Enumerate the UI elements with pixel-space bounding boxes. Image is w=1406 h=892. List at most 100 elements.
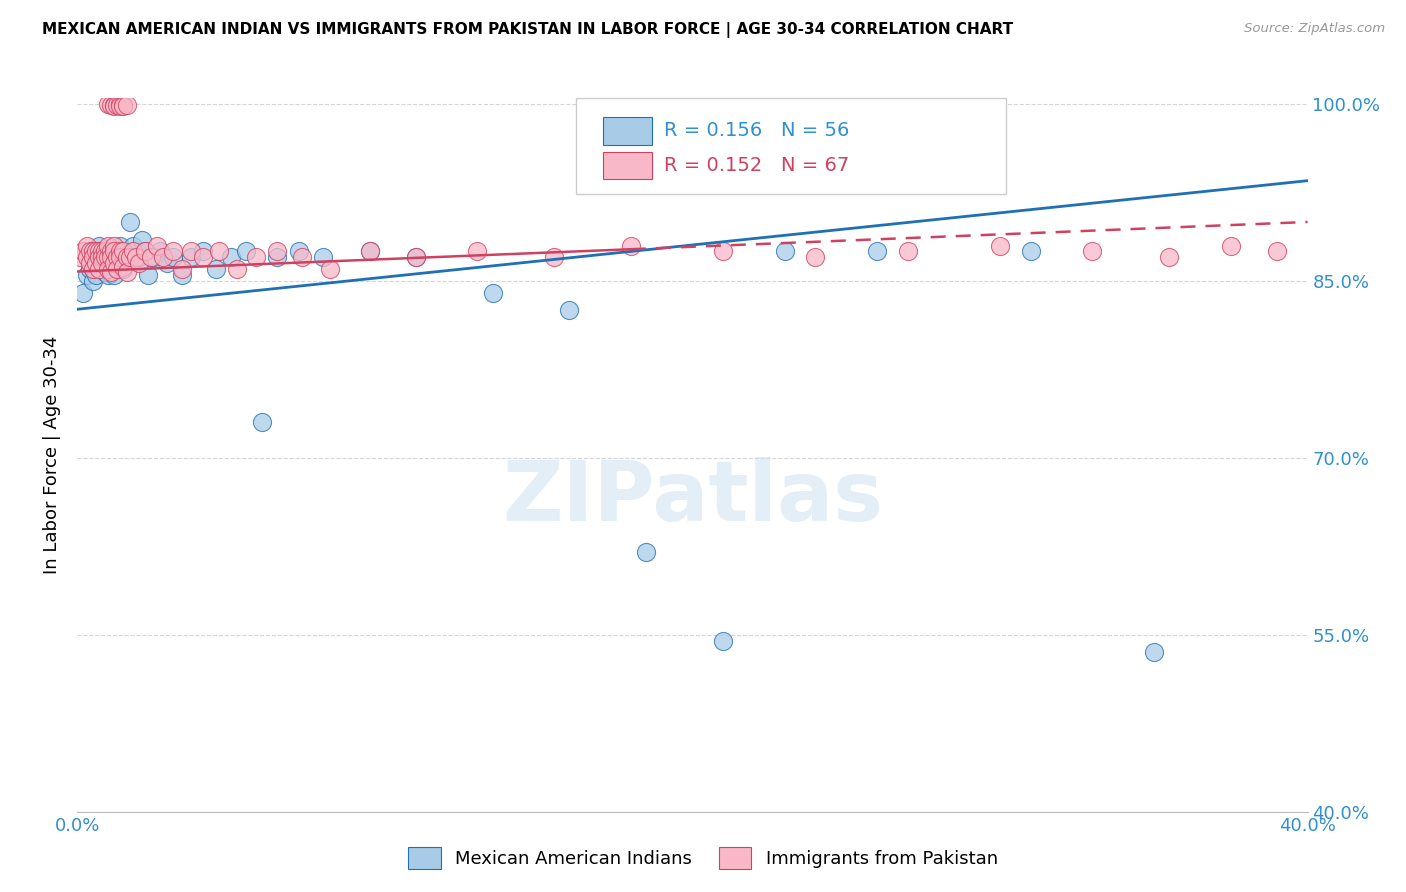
Point: [82, 244, 104, 259]
Point: [804, 251, 827, 265]
Point: [76, 251, 98, 265]
Point: [235, 244, 257, 259]
Point: [79, 251, 101, 265]
Point: [193, 251, 215, 265]
Point: [84, 251, 107, 265]
Point: [146, 238, 169, 252]
Point: [162, 244, 184, 259]
Point: [204, 262, 226, 277]
Point: [84, 244, 107, 259]
Point: [118, 215, 141, 229]
Point: [87, 262, 110, 277]
Point: [1159, 251, 1181, 265]
Point: [79, 244, 101, 259]
Point: [76, 268, 98, 282]
Point: [87, 251, 110, 265]
Point: [72, 244, 94, 259]
Point: [110, 99, 132, 113]
Point: [131, 233, 153, 247]
Point: [72, 285, 94, 300]
Point: [105, 251, 128, 265]
Point: [359, 244, 381, 259]
Point: [112, 99, 135, 113]
Point: [711, 244, 734, 259]
Point: [897, 244, 920, 259]
Point: [112, 98, 135, 112]
Point: [250, 416, 273, 430]
Point: [105, 251, 128, 265]
Point: [90, 256, 114, 270]
Point: [97, 251, 120, 265]
Point: [110, 97, 132, 112]
Point: [1219, 238, 1241, 252]
Point: [170, 262, 193, 277]
Point: [112, 262, 135, 277]
Point: [90, 262, 114, 277]
Point: [94, 264, 117, 278]
Point: [1019, 244, 1042, 259]
Point: [79, 262, 101, 277]
Point: [115, 251, 138, 265]
Point: [711, 633, 734, 648]
Point: [100, 262, 122, 277]
Point: [87, 238, 110, 252]
Point: [155, 256, 177, 270]
Point: [100, 98, 122, 112]
Point: [115, 98, 138, 112]
Point: [1265, 244, 1288, 259]
Point: [245, 251, 267, 265]
Point: [105, 262, 128, 277]
Point: [359, 244, 381, 259]
Point: [100, 244, 122, 259]
Point: [76, 238, 98, 252]
Point: [134, 244, 156, 259]
Point: [105, 98, 128, 112]
Point: [97, 268, 120, 282]
Point: [149, 244, 172, 259]
Point: [100, 244, 122, 259]
Point: [558, 303, 581, 318]
Point: [100, 251, 122, 265]
Point: [82, 274, 104, 288]
Text: Source: ZipAtlas.com: Source: ZipAtlas.com: [1244, 22, 1385, 36]
Point: [152, 251, 174, 265]
Point: [128, 256, 150, 270]
Point: [1081, 244, 1104, 259]
Point: [110, 244, 132, 259]
Point: [318, 262, 340, 277]
Point: [94, 244, 117, 259]
Point: [180, 251, 202, 265]
Point: [82, 251, 104, 265]
Point: [162, 251, 184, 265]
Point: [115, 251, 138, 265]
Point: [94, 251, 117, 265]
Point: [103, 238, 125, 252]
Point: [266, 244, 288, 259]
Point: [219, 251, 242, 265]
Point: [97, 251, 120, 265]
Point: [79, 256, 101, 270]
Point: [136, 268, 159, 282]
FancyBboxPatch shape: [575, 98, 1007, 194]
Point: [291, 251, 314, 265]
Point: [193, 244, 215, 259]
Point: [112, 260, 135, 274]
Point: [118, 251, 141, 265]
Text: MEXICAN AMERICAN INDIAN VS IMMIGRANTS FROM PAKISTAN IN LABOR FORCE | AGE 30-34 C: MEXICAN AMERICAN INDIAN VS IMMIGRANTS FR…: [42, 22, 1014, 38]
Text: ZIPatlas: ZIPatlas: [502, 458, 883, 538]
Point: [288, 244, 311, 259]
Point: [988, 238, 1011, 252]
Point: [465, 244, 488, 259]
Point: [543, 251, 565, 265]
Text: R = 0.152   N = 67: R = 0.152 N = 67: [664, 156, 849, 175]
Point: [636, 545, 658, 559]
Text: R = 0.156   N = 56: R = 0.156 N = 56: [664, 121, 849, 140]
Point: [141, 251, 163, 265]
Point: [82, 244, 104, 259]
Point: [82, 262, 104, 277]
Point: [866, 244, 889, 259]
Point: [87, 256, 110, 270]
Point: [90, 251, 114, 265]
Point: [90, 251, 114, 265]
Point: [90, 244, 114, 259]
